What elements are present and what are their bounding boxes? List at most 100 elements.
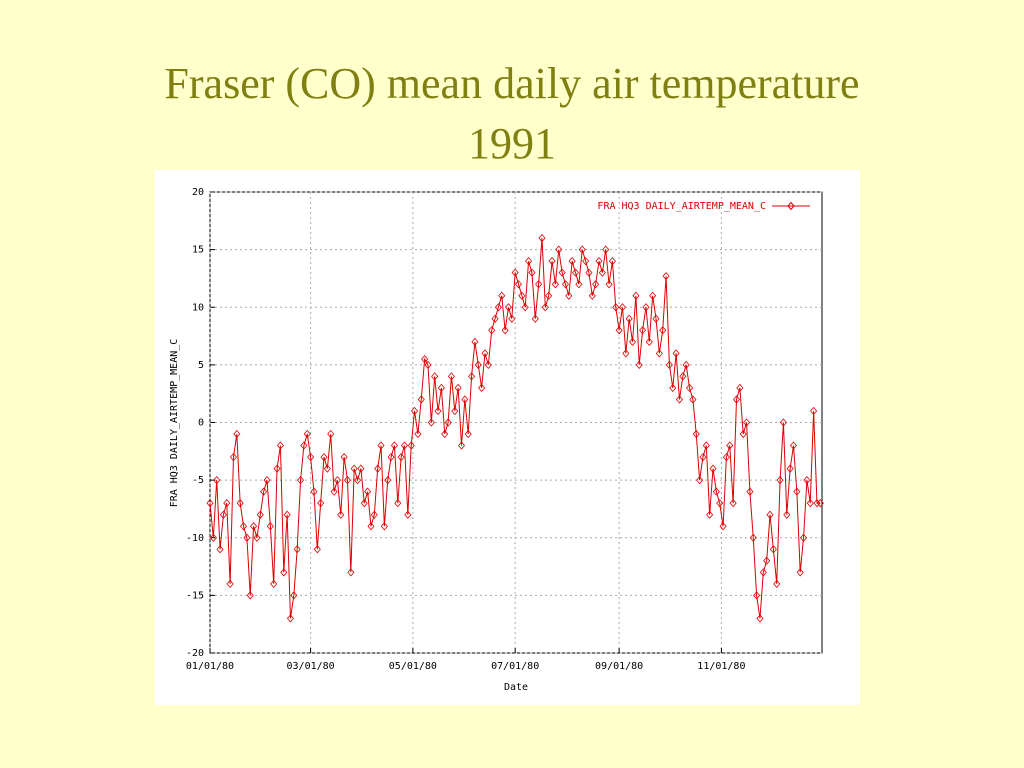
data-point — [263, 476, 271, 485]
data-point — [605, 280, 613, 289]
data-point — [716, 499, 724, 508]
data-point — [397, 452, 405, 462]
data-point — [377, 441, 385, 450]
data-point — [494, 303, 502, 312]
data-point — [568, 257, 576, 266]
data-point — [411, 406, 419, 416]
data-point — [743, 418, 751, 427]
data-point — [370, 510, 378, 519]
data-point — [712, 487, 720, 496]
data-point — [233, 429, 241, 439]
data-point — [474, 360, 482, 369]
data-point — [531, 314, 539, 323]
data-point — [773, 579, 781, 588]
data-point — [498, 291, 506, 300]
data-point — [575, 280, 583, 289]
data-point — [434, 406, 442, 416]
data-point — [417, 395, 425, 404]
slide-subtitle: 1991 — [468, 119, 556, 168]
data-point — [769, 545, 777, 554]
data-point — [297, 476, 305, 485]
data-point — [535, 280, 543, 289]
x-axis-label: Date — [504, 682, 528, 693]
data-point — [461, 395, 469, 404]
data-point — [806, 499, 814, 508]
x-tick-label: 11/01/80 — [697, 661, 745, 672]
data-point — [649, 291, 657, 300]
data-point — [592, 280, 600, 289]
data-point — [354, 476, 362, 485]
data-point — [629, 337, 637, 346]
data-point — [699, 452, 707, 462]
data-point — [424, 360, 432, 369]
data-point — [340, 452, 348, 462]
y-axis-label: FRA HQ3 DAILY_AIRTEMP_MEAN_C — [169, 339, 180, 508]
data-point — [260, 487, 268, 496]
data-point — [732, 395, 741, 404]
data-point — [639, 326, 647, 335]
y-tick-label: -20 — [186, 648, 204, 659]
data-point — [810, 406, 818, 416]
data-point — [216, 545, 224, 554]
data-point — [246, 591, 254, 600]
data-point — [595, 257, 603, 266]
data-point — [739, 429, 747, 439]
x-tick-label: 09/01/80 — [595, 661, 643, 672]
y-tick-label: 10 — [192, 302, 204, 313]
data-point — [816, 499, 824, 508]
data-point — [612, 303, 620, 312]
data-point — [310, 487, 318, 496]
data-point — [722, 452, 730, 462]
legend-label: FRA HQ3 DAILY_AIRTEMP_MEAN_C — [597, 201, 766, 212]
data-point — [659, 326, 667, 335]
data-point — [753, 591, 761, 600]
data-point — [206, 499, 214, 508]
data-point — [464, 429, 472, 439]
data-point — [558, 268, 566, 277]
data-point — [803, 476, 811, 485]
data-point — [602, 245, 610, 254]
data-point — [548, 257, 556, 266]
data-point — [293, 545, 301, 554]
data-point — [632, 291, 640, 300]
series-line — [209, 238, 821, 619]
data-point — [390, 441, 398, 450]
data-point — [454, 383, 462, 393]
data-point — [682, 360, 690, 369]
x-tick-label: 01/01/80 — [186, 661, 234, 672]
data-point — [270, 579, 278, 588]
y-tick-label: -5 — [192, 475, 204, 486]
data-point — [387, 452, 395, 462]
data-point — [478, 383, 486, 393]
data-point — [689, 395, 697, 404]
data-point — [793, 487, 801, 496]
data-point — [374, 464, 382, 473]
data-point — [615, 326, 623, 335]
data-point — [256, 510, 264, 519]
data-point — [437, 383, 445, 393]
data-point — [303, 429, 311, 439]
data-point — [672, 349, 680, 358]
data-point — [307, 452, 315, 462]
y-tick-label: 20 — [192, 187, 204, 198]
data-point — [726, 441, 734, 450]
data-point — [427, 418, 435, 427]
data-point — [618, 303, 626, 312]
data-point — [240, 522, 248, 531]
data-point — [675, 395, 684, 404]
data-point — [796, 568, 804, 577]
data-point — [789, 441, 798, 450]
data-point — [521, 303, 529, 312]
data-point — [229, 452, 238, 462]
data-point — [538, 233, 546, 243]
data-point — [625, 314, 633, 323]
data-point — [226, 579, 234, 588]
data-point — [266, 522, 274, 531]
data-point — [367, 522, 375, 531]
data-point — [219, 510, 227, 519]
data-point — [655, 349, 663, 358]
data-point — [347, 568, 355, 577]
data-point — [327, 429, 335, 439]
data-point — [471, 337, 479, 346]
